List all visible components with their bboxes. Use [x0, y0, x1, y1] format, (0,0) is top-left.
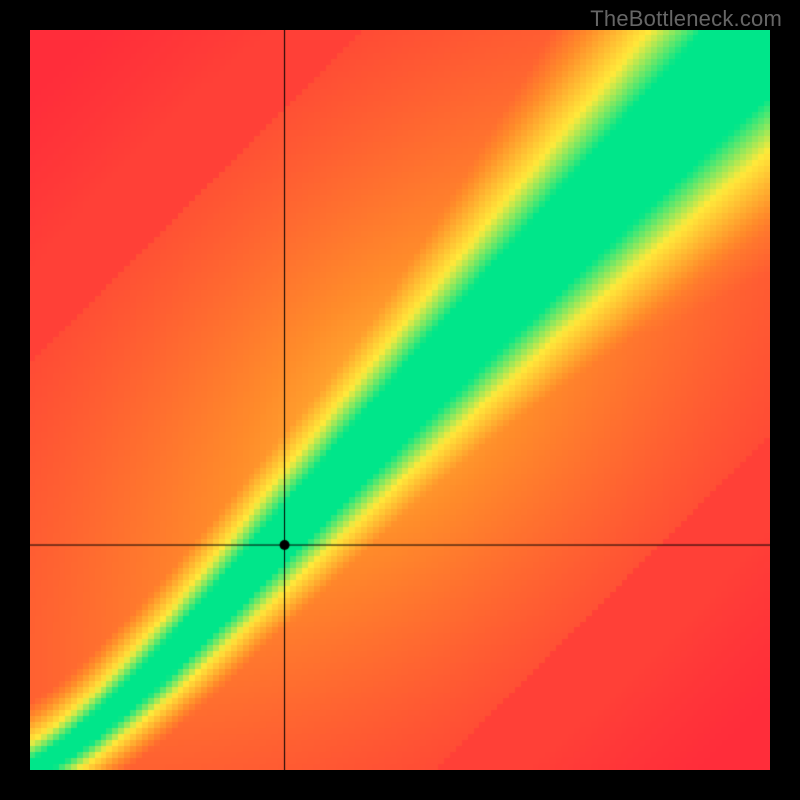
heatmap-canvas — [30, 30, 770, 770]
plot-area — [30, 30, 770, 770]
watermark-text: TheBottleneck.com — [590, 6, 782, 32]
chart-container: TheBottleneck.com — [0, 0, 800, 800]
